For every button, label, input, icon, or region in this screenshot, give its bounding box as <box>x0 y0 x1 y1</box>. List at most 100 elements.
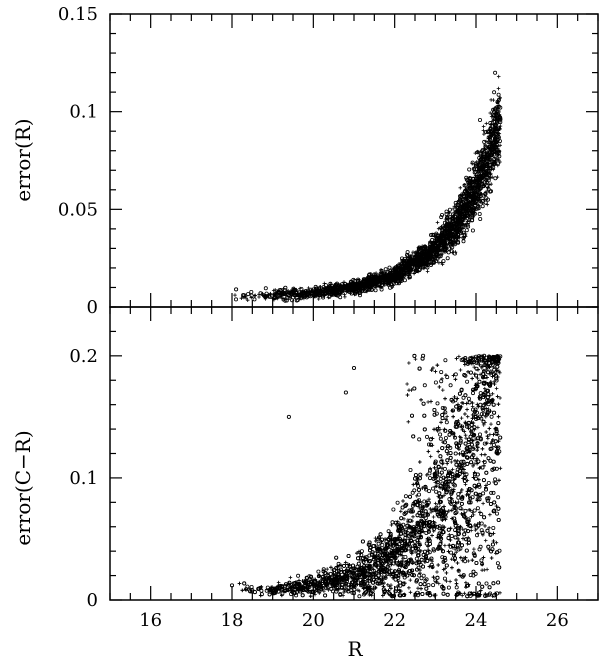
data-point <box>484 190 488 194</box>
data-point <box>325 567 329 571</box>
data-point <box>438 432 443 437</box>
data-point <box>448 579 452 584</box>
data-point <box>403 555 408 560</box>
data-point <box>469 528 473 533</box>
data-point <box>495 152 500 157</box>
data-point <box>442 248 447 252</box>
data-point <box>484 121 489 126</box>
data-point <box>414 556 419 561</box>
data-point <box>487 585 492 590</box>
data-point <box>496 92 501 97</box>
data-point <box>494 511 499 516</box>
data-point <box>444 420 449 425</box>
data-point <box>423 509 428 514</box>
data-point <box>496 421 501 426</box>
data-point <box>415 494 419 498</box>
data-point <box>491 581 496 586</box>
data-point <box>417 437 422 442</box>
data-point <box>497 96 502 101</box>
data-point <box>482 568 487 572</box>
data-point <box>494 386 499 391</box>
data-point <box>493 70 498 75</box>
data-point <box>373 288 378 293</box>
data-point <box>301 289 305 293</box>
data-point <box>434 231 439 236</box>
data-point <box>443 243 448 248</box>
data-point <box>378 285 382 290</box>
data-point <box>465 414 470 419</box>
data-point <box>458 206 463 211</box>
data-point <box>463 559 468 564</box>
data-point <box>442 220 447 225</box>
data-point <box>486 436 490 441</box>
data-point <box>249 289 254 294</box>
data-point <box>491 98 496 102</box>
data-point <box>451 373 456 378</box>
data-point <box>443 358 448 363</box>
data-point <box>296 573 301 578</box>
data-point <box>443 436 448 441</box>
data-point <box>436 240 441 244</box>
data-point <box>252 297 257 302</box>
data-point <box>458 186 463 190</box>
data-point <box>445 256 450 261</box>
data-point <box>357 293 362 298</box>
data-point <box>496 104 501 109</box>
data-point <box>406 420 411 424</box>
data-point <box>422 383 427 388</box>
data-point <box>408 590 413 595</box>
data-point <box>263 294 268 299</box>
data-point <box>467 167 472 172</box>
data-point <box>477 432 482 437</box>
data-point <box>486 178 491 183</box>
data-point <box>411 515 415 519</box>
data-point <box>439 379 444 384</box>
data-point <box>476 425 480 430</box>
data-point <box>482 180 487 185</box>
data-point <box>496 495 501 500</box>
data-point <box>489 414 494 419</box>
data-point <box>448 526 453 531</box>
data-point <box>482 139 487 144</box>
data-point <box>439 212 444 217</box>
data-point <box>490 392 495 396</box>
data-point <box>378 532 383 537</box>
data-point <box>421 401 426 406</box>
data-point <box>456 495 461 500</box>
data-point <box>481 501 485 506</box>
data-point <box>456 492 461 497</box>
data-point <box>463 433 468 437</box>
data-point <box>469 188 473 193</box>
data-point <box>410 490 415 495</box>
data-point <box>443 543 447 548</box>
data-point <box>464 228 469 233</box>
data-point <box>485 441 489 445</box>
data-point <box>488 111 492 115</box>
data-point <box>432 407 437 412</box>
data-point <box>458 368 463 372</box>
data-point <box>466 220 471 225</box>
data-point <box>246 292 251 297</box>
data-point <box>448 383 453 388</box>
data-point <box>496 74 501 79</box>
data-point <box>391 507 396 512</box>
data-point <box>495 561 500 566</box>
data-point <box>493 477 498 482</box>
data-point <box>471 569 476 574</box>
data-point <box>322 281 327 286</box>
data-point <box>488 135 493 140</box>
data-point <box>416 487 421 492</box>
data-point <box>298 286 302 291</box>
data-point <box>356 277 361 282</box>
data-point <box>498 466 503 471</box>
point-cloud <box>233 70 503 303</box>
data-point <box>281 286 286 291</box>
data-point <box>329 292 334 297</box>
data-point <box>449 460 454 464</box>
data-point <box>483 143 487 147</box>
data-point <box>489 182 493 186</box>
data-point <box>475 506 480 511</box>
data-point <box>338 295 343 300</box>
data-point <box>483 200 488 205</box>
data-point <box>432 466 437 470</box>
